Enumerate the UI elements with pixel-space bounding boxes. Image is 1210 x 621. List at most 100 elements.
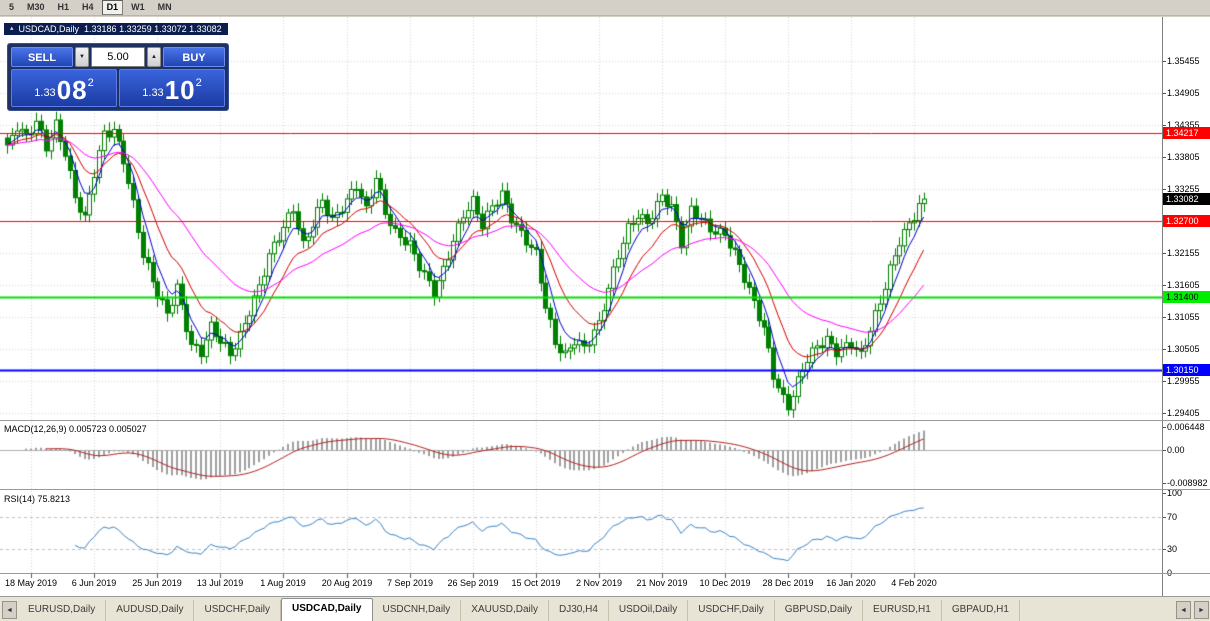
axis-tick <box>1163 549 1166 550</box>
sell-button[interactable]: SELL <box>11 47 73 67</box>
price-axis-label: 1.32155 <box>1167 248 1200 258</box>
rsi-indicator-label: RSI(14) 75.8213 <box>4 494 71 504</box>
axis-tick <box>1163 349 1166 350</box>
tab-scroll-right-icon[interactable]: ► <box>1194 601 1209 619</box>
price-axis-label: 1.34905 <box>1167 88 1200 98</box>
axis-tick <box>1163 93 1166 94</box>
price-axis-label: 1.30505 <box>1167 344 1200 354</box>
rsi-axis-label: 100 <box>1167 488 1183 498</box>
buy-price-big: 10 <box>164 75 196 105</box>
chart-tab-dj30-h4[interactable]: DJ30,H4 <box>549 600 609 621</box>
price-axis-label: 1.33255 <box>1167 184 1200 194</box>
chart-title-strip: ▴ USDCAD,Daily 1.33186 1.33259 1.33072 1… <box>4 23 228 35</box>
axis-tick <box>1163 493 1166 494</box>
period-button-w1[interactable]: W1 <box>131 2 145 12</box>
axis-tick <box>1163 427 1166 428</box>
price-tag-133082: 1.33082 <box>1163 193 1210 205</box>
axis-tick <box>1163 189 1166 190</box>
axis-tick <box>1163 483 1166 484</box>
one-click-trading-panel: SELL ▼ 5.00 ▲ BUY 1.33 08 2 1.33 10 2 <box>7 43 229 111</box>
period-button-h4[interactable]: H4 <box>82 2 94 12</box>
sell-price-big: 08 <box>56 75 88 105</box>
time-axis-label: 18 May 2019 <box>4 578 58 588</box>
volume-input[interactable]: 5.00 <box>91 47 145 67</box>
price-axis-label: 1.35455 <box>1167 56 1200 66</box>
volume-up-button[interactable]: ▲ <box>147 47 161 67</box>
time-axis-label: 2 Nov 2019 <box>575 578 623 588</box>
price-axis-label: 1.33805 <box>1167 152 1200 162</box>
period-button-d1[interactable]: D1 <box>101 0 124 15</box>
macd-axis-label: -0.008982 <box>1167 478 1208 488</box>
chart-tab-gbpaud-h1[interactable]: GBPAUD,H1 <box>942 600 1020 621</box>
chart-tab-usdoil-daily[interactable]: USDOil,Daily <box>609 600 689 621</box>
price-axis-label: 1.29405 <box>1167 408 1200 418</box>
buy-button[interactable]: BUY <box>163 47 225 67</box>
chart-tab-usdchf-daily[interactable]: USDCHF,Daily <box>688 600 775 621</box>
collapse-icon: ▴ <box>10 25 14 32</box>
price-tag-130150[interactable]: 1.30150 <box>1163 364 1210 376</box>
chart-tab-eurusd-h1[interactable]: EURUSD,H1 <box>863 600 942 621</box>
period-button-5[interactable]: 5 <box>9 2 15 12</box>
price-tag-131400[interactable]: 1.31400 <box>1163 291 1210 303</box>
time-axis-label: 10 Dec 2019 <box>699 578 751 588</box>
sell-price-pipette: 2 <box>87 77 94 89</box>
volume-down-button[interactable]: ▼ <box>75 47 89 67</box>
period-button-m30[interactable]: M30 <box>27 2 45 12</box>
time-axis-label: 20 Aug 2019 <box>321 578 373 588</box>
rsi-axis-label: 70 <box>1167 512 1178 522</box>
price-axis-column[interactable]: 1.35455 1.34905 1.34355 1.33805 1.33255 1.327… <box>1162 17 1210 596</box>
axis-tick <box>1163 381 1166 382</box>
macd-axis-label: 0.006448 <box>1167 422 1205 432</box>
chart-tab-usdcnh-daily[interactable]: USDCNH,Daily <box>373 600 462 621</box>
chart-tab-xauusd-daily[interactable]: XAUUSD,Daily <box>461 600 549 621</box>
buy-price-prefix: 1.33 <box>142 87 164 99</box>
price-axis-label: 1.31605 <box>1167 280 1200 290</box>
axis-tick <box>1163 61 1166 62</box>
time-axis-label: 6 Jun 2019 <box>71 578 117 588</box>
time-axis-label: 7 Sep 2019 <box>386 578 434 588</box>
time-axis-label: 4 Feb 2020 <box>891 578 937 588</box>
axis-tick <box>1163 517 1166 518</box>
period-button-h1[interactable]: H1 <box>57 2 70 12</box>
chart-tab-usdchf-daily[interactable]: USDCHF,Daily <box>194 600 282 621</box>
axis-tick <box>1163 253 1166 254</box>
time-axis-label: 13 Jul 2019 <box>196 578 244 588</box>
time-axis-label: 21 Nov 2019 <box>636 578 688 588</box>
chart-tab-eurusd-daily[interactable]: EURUSD,Daily <box>18 600 107 621</box>
price-tag-134217[interactable]: 1.34217 <box>1163 127 1210 139</box>
chart-tabs: EURUSD,Daily AUDUSD,Daily USDCHF,Daily USDC… <box>18 597 1174 621</box>
period-button-mn[interactable]: MN <box>157 2 172 12</box>
price-tag-132700[interactable]: 1.32700 <box>1163 215 1210 227</box>
time-axis-label: 1 Aug 2019 <box>260 578 306 588</box>
time-axis-separator <box>0 573 1210 574</box>
buy-price-tile[interactable]: 1.33 10 2 <box>119 69 225 107</box>
axis-tick <box>1163 317 1166 318</box>
time-axis-label: 25 Jun 2019 <box>132 578 182 588</box>
rsi-axis-label: 30 <box>1167 544 1178 554</box>
time-axis-label: 28 Dec 2019 <box>762 578 814 588</box>
axis-tick <box>1163 285 1166 286</box>
chart-ohlc-values: 1.33186 1.33259 1.33072 1.33082 <box>84 24 222 34</box>
price-axis-label: 1.29955 <box>1167 376 1200 386</box>
chart-tab-bar: ◄ EURUSD,Daily AUDUSD,Daily USDCHF,Daily US… <box>0 596 1210 621</box>
macd-axis-label: 0.00 <box>1167 445 1185 455</box>
axis-tick <box>1163 157 1166 158</box>
price-axis-label: 1.31055 <box>1167 312 1200 322</box>
time-axis-label: 16 Jan 2020 <box>826 578 876 588</box>
tab-scroll-left2-icon[interactable]: ◄ <box>1176 601 1191 619</box>
sell-price-tile[interactable]: 1.33 08 2 <box>11 69 117 107</box>
price-chart-canvas[interactable] <box>0 17 1162 596</box>
period-toolbar: 5 M30 H1 H4 D1 W1 MN <box>0 0 1210 16</box>
chart-tab-usdcad-daily[interactable]: USDCAD,Daily <box>281 598 373 621</box>
pane-separator-rsi[interactable] <box>0 489 1210 490</box>
sell-price-prefix: 1.33 <box>34 87 56 99</box>
time-axis-label: 15 Oct 2019 <box>511 578 561 588</box>
buy-price-pipette: 2 <box>195 77 202 89</box>
price-axis-label: 1.34355 <box>1167 120 1200 130</box>
axis-tick <box>1163 125 1166 126</box>
pane-separator-macd[interactable] <box>0 420 1210 421</box>
chart-tab-gbpusd-daily[interactable]: GBPUSD,Daily <box>775 600 864 621</box>
tab-scroll-left-icon[interactable]: ◄ <box>2 601 17 619</box>
chart-symbol-period: USDCAD,Daily <box>18 24 80 34</box>
chart-tab-audusd-daily[interactable]: AUDUSD,Daily <box>106 600 195 621</box>
